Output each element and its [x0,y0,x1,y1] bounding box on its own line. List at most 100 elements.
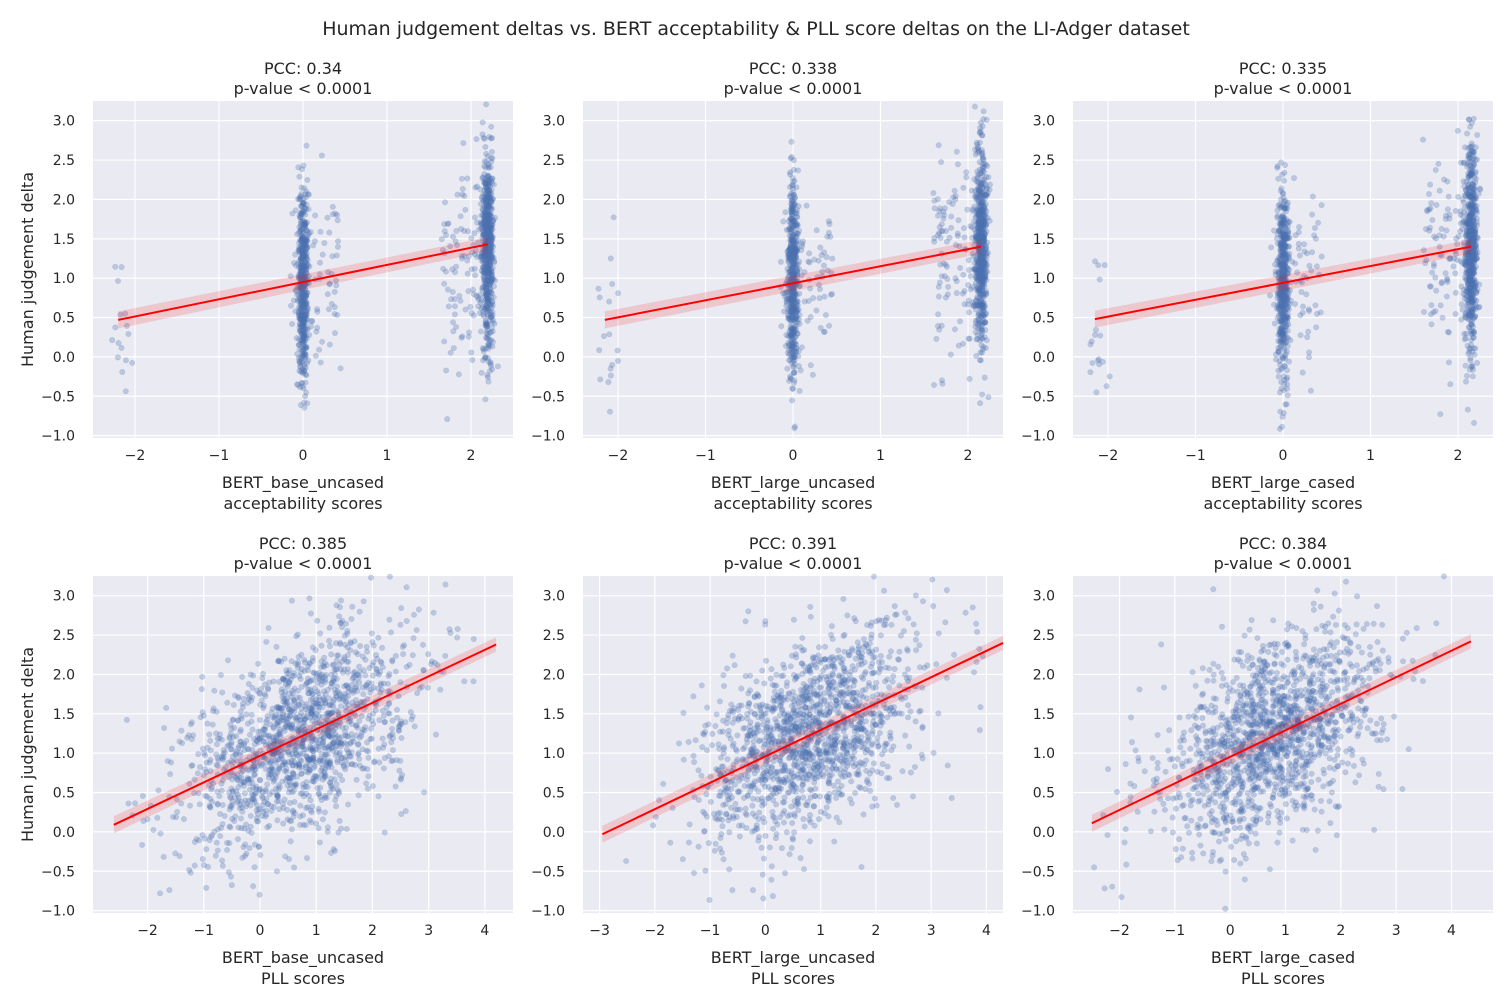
figure-title: Human judgement deltas vs. BERT acceptab… [322,18,1190,40]
data-point [803,202,810,209]
data-point [300,348,307,356]
y-tick-label: 2.0 [53,667,75,683]
data-point [112,324,119,331]
data-point [299,350,306,357]
data-point [319,816,326,823]
data-point [337,597,345,604]
data-point [1457,220,1464,227]
data-point [316,259,324,266]
x-tick-label: −2 [125,448,146,464]
data-point [309,318,316,325]
data-point [1284,374,1291,381]
data-point [1473,288,1480,296]
data-point [1309,211,1316,218]
data-point [300,254,307,261]
data-point [300,340,307,348]
data-point [957,264,964,271]
data-point [1457,159,1465,166]
data-point [1103,383,1110,390]
data-point [1467,123,1474,130]
data-point [207,747,214,754]
data-point [1464,130,1471,137]
data-point [298,314,305,321]
data-point [944,275,951,283]
data-point [821,293,828,300]
data-point [483,284,490,292]
data-point [793,291,800,299]
data-point [1089,359,1096,367]
data-point [410,634,417,642]
data-point [1467,258,1474,265]
data-point [1285,358,1293,365]
data-point [301,325,308,333]
data-point [484,374,492,381]
data-point [935,142,942,149]
data-point [303,289,311,296]
data-point [1462,314,1469,321]
data-point [300,307,307,314]
y-tick-label: 1.5 [53,707,75,723]
data-point [453,323,460,331]
data-point [1275,175,1282,182]
data-point [297,265,304,272]
data-point [938,273,945,280]
data-point [1469,202,1476,209]
data-point [477,220,484,227]
data-point [806,250,813,257]
data-point [331,310,338,318]
data-point [445,303,452,310]
data-point [1277,316,1284,323]
data-point [302,263,309,270]
x-tick-label: 2 [1454,448,1463,464]
subplot-title-pvalue: p-value < 0.0001 [234,79,373,98]
subplot-4: −2 −1 0 1 2 3 4−1.0−0.50.00.51.01.52.02.53.0PC… [18,534,513,988]
data-point [826,220,833,228]
data-point [300,338,307,345]
data-point [312,212,319,219]
data-point [464,270,471,277]
data-point [303,256,310,263]
data-point [443,367,450,374]
data-point [1309,249,1316,256]
data-point [982,273,989,280]
data-point [296,274,303,281]
data-point [1279,190,1286,197]
data-point [321,240,328,247]
data-point [301,308,308,315]
x-tick-label: −1 [193,923,214,939]
data-point [302,241,310,248]
data-point [302,237,309,245]
data-point [161,724,168,732]
data-point [459,191,466,198]
data-point [975,143,982,151]
data-point [783,302,790,309]
subplot-1: −2 −1 0 1 2−1.0−0.50.00.51.01.52.02.53.0PCC:… [18,59,513,513]
data-point [1461,336,1468,343]
data-point [256,716,263,724]
data-point [940,215,947,222]
data-point [980,248,988,255]
subplot-title-pvalue: p-value < 0.0001 [724,79,863,98]
data-point [1469,373,1476,380]
data-point [935,311,942,318]
data-point [813,307,820,314]
data-point [298,331,305,338]
data-point [1093,389,1100,396]
data-point [295,246,302,254]
data-point [212,852,219,859]
data-point [334,243,341,250]
data-point [982,327,989,334]
data-point [816,286,823,293]
data-point [1280,214,1288,221]
data-point [299,217,306,224]
data-point [466,329,473,336]
data-point [809,371,816,378]
data-point [816,295,823,302]
panels: −2 −1 0 1 2−1.0−0.50.00.51.01.52.02.53.0PCC:… [18,59,1493,988]
data-point [1312,235,1319,242]
subplot-2: −2 −1 0 1 2−1.0−0.50.00.51.01.52.02.53.0PCC:… [531,59,1003,513]
data-point [1277,222,1285,229]
data-point [125,330,132,338]
data-point [1462,362,1469,369]
data-point [299,247,307,254]
